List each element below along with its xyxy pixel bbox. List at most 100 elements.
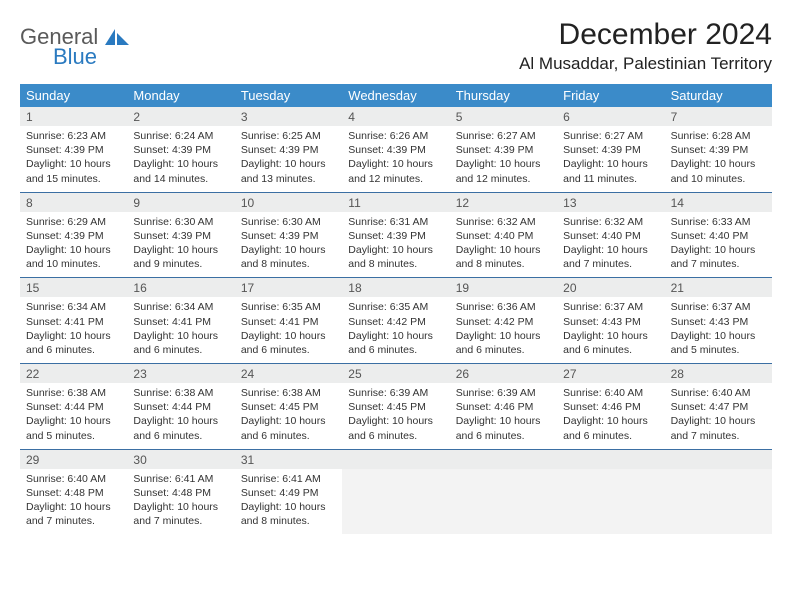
day-d1: Daylight: 10 hours — [456, 414, 551, 428]
day-number: 8 — [20, 193, 127, 212]
day-d1: Daylight: 10 hours — [26, 243, 121, 257]
day-d2: and 10 minutes. — [26, 257, 121, 271]
day-header: Monday — [127, 84, 234, 107]
day-d2: and 6 minutes. — [563, 429, 658, 443]
day-sunrise: Sunrise: 6:38 AM — [133, 386, 228, 400]
logo-sails-icon — [103, 27, 131, 47]
day-d2: and 6 minutes. — [241, 343, 336, 357]
day-d1: Daylight: 10 hours — [26, 329, 121, 343]
day-d1: Daylight: 10 hours — [348, 329, 443, 343]
day-number: 2 — [127, 107, 234, 126]
day-number: 26 — [450, 364, 557, 383]
day-number: 1 — [20, 107, 127, 126]
day-sunset: Sunset: 4:47 PM — [671, 400, 766, 414]
day-d1: Daylight: 10 hours — [26, 414, 121, 428]
day-d2: and 7 minutes. — [671, 257, 766, 271]
day-sunrise: Sunrise: 6:35 AM — [348, 300, 443, 314]
day-cell: Sunrise: 6:40 AMSunset: 4:48 PMDaylight:… — [20, 469, 127, 535]
day-d2: and 6 minutes. — [133, 429, 228, 443]
day-d1: Daylight: 10 hours — [348, 157, 443, 171]
day-header: Thursday — [450, 84, 557, 107]
day-number-row: 1234567 — [20, 107, 772, 126]
day-sunrise: Sunrise: 6:24 AM — [133, 129, 228, 143]
day-d1: Daylight: 10 hours — [348, 414, 443, 428]
day-header: Saturday — [665, 84, 772, 107]
day-cell: Sunrise: 6:23 AMSunset: 4:39 PMDaylight:… — [20, 126, 127, 192]
day-sunrise: Sunrise: 6:39 AM — [348, 386, 443, 400]
day-d2: and 7 minutes. — [671, 429, 766, 443]
week-row: Sunrise: 6:23 AMSunset: 4:39 PMDaylight:… — [20, 126, 772, 193]
day-d2: and 7 minutes. — [563, 257, 658, 271]
day-number: 21 — [665, 278, 772, 297]
day-sunset: Sunset: 4:43 PM — [563, 315, 658, 329]
day-number: 5 — [450, 107, 557, 126]
day-d1: Daylight: 10 hours — [563, 329, 658, 343]
day-d1: Daylight: 10 hours — [671, 329, 766, 343]
day-d1: Daylight: 10 hours — [563, 414, 658, 428]
day-sunrise: Sunrise: 6:34 AM — [133, 300, 228, 314]
day-sunrise: Sunrise: 6:27 AM — [456, 129, 551, 143]
day-sunrise: Sunrise: 6:37 AM — [671, 300, 766, 314]
day-sunrise: Sunrise: 6:38 AM — [241, 386, 336, 400]
day-sunrise: Sunrise: 6:36 AM — [456, 300, 551, 314]
day-number: 3 — [235, 107, 342, 126]
day-header: Friday — [557, 84, 664, 107]
day-d1: Daylight: 10 hours — [133, 500, 228, 514]
day-d1: Daylight: 10 hours — [671, 414, 766, 428]
calendar: Sunday Monday Tuesday Wednesday Thursday… — [20, 84, 772, 534]
day-cell: Sunrise: 6:36 AMSunset: 4:42 PMDaylight:… — [450, 297, 557, 363]
day-d2: and 9 minutes. — [133, 257, 228, 271]
day-sunrise: Sunrise: 6:30 AM — [133, 215, 228, 229]
week-row: Sunrise: 6:38 AMSunset: 4:44 PMDaylight:… — [20, 383, 772, 450]
location: Al Musaddar, Palestinian Territory — [519, 54, 772, 74]
day-d1: Daylight: 10 hours — [133, 157, 228, 171]
day-sunrise: Sunrise: 6:29 AM — [26, 215, 121, 229]
day-cell: Sunrise: 6:30 AMSunset: 4:39 PMDaylight:… — [127, 212, 234, 278]
day-sunset: Sunset: 4:45 PM — [348, 400, 443, 414]
day-cell: Sunrise: 6:27 AMSunset: 4:39 PMDaylight:… — [557, 126, 664, 192]
day-sunrise: Sunrise: 6:40 AM — [671, 386, 766, 400]
day-d2: and 15 minutes. — [26, 172, 121, 186]
day-sunset: Sunset: 4:44 PM — [26, 400, 121, 414]
day-d1: Daylight: 10 hours — [563, 157, 658, 171]
day-sunset: Sunset: 4:39 PM — [133, 143, 228, 157]
day-number: 13 — [557, 193, 664, 212]
day-number: 20 — [557, 278, 664, 297]
day-cell: Sunrise: 6:40 AMSunset: 4:47 PMDaylight:… — [665, 383, 772, 449]
day-sunrise: Sunrise: 6:41 AM — [133, 472, 228, 486]
day-d1: Daylight: 10 hours — [671, 157, 766, 171]
day-cell: Sunrise: 6:41 AMSunset: 4:48 PMDaylight:… — [127, 469, 234, 535]
day-d2: and 10 minutes. — [671, 172, 766, 186]
day-d1: Daylight: 10 hours — [563, 243, 658, 257]
day-d2: and 6 minutes. — [26, 343, 121, 357]
day-cell: Sunrise: 6:28 AMSunset: 4:39 PMDaylight:… — [665, 126, 772, 192]
week-row: Sunrise: 6:40 AMSunset: 4:48 PMDaylight:… — [20, 469, 772, 535]
day-sunset: Sunset: 4:39 PM — [241, 229, 336, 243]
day-sunset: Sunset: 4:41 PM — [241, 315, 336, 329]
page-header: General Blue December 2024 Al Musaddar, … — [20, 18, 772, 74]
day-sunset: Sunset: 4:42 PM — [348, 315, 443, 329]
day-cell: Sunrise: 6:27 AMSunset: 4:39 PMDaylight:… — [450, 126, 557, 192]
day-sunrise: Sunrise: 6:33 AM — [671, 215, 766, 229]
day-d2: and 6 minutes. — [456, 343, 551, 357]
day-cell: Sunrise: 6:34 AMSunset: 4:41 PMDaylight:… — [20, 297, 127, 363]
day-sunrise: Sunrise: 6:39 AM — [456, 386, 551, 400]
day-d1: Daylight: 10 hours — [26, 157, 121, 171]
day-sunset: Sunset: 4:48 PM — [133, 486, 228, 500]
day-sunrise: Sunrise: 6:34 AM — [26, 300, 121, 314]
day-number: 17 — [235, 278, 342, 297]
day-sunrise: Sunrise: 6:26 AM — [348, 129, 443, 143]
day-d2: and 11 minutes. — [563, 172, 658, 186]
day-sunset: Sunset: 4:39 PM — [26, 229, 121, 243]
day-d1: Daylight: 10 hours — [26, 500, 121, 514]
day-number: 11 — [342, 193, 449, 212]
day-number: 9 — [127, 193, 234, 212]
day-sunrise: Sunrise: 6:23 AM — [26, 129, 121, 143]
day-header: Sunday — [20, 84, 127, 107]
day-d1: Daylight: 10 hours — [241, 329, 336, 343]
day-number: 16 — [127, 278, 234, 297]
day-sunrise: Sunrise: 6:32 AM — [563, 215, 658, 229]
day-d1: Daylight: 10 hours — [241, 414, 336, 428]
day-number: 12 — [450, 193, 557, 212]
day-number: 6 — [557, 107, 664, 126]
